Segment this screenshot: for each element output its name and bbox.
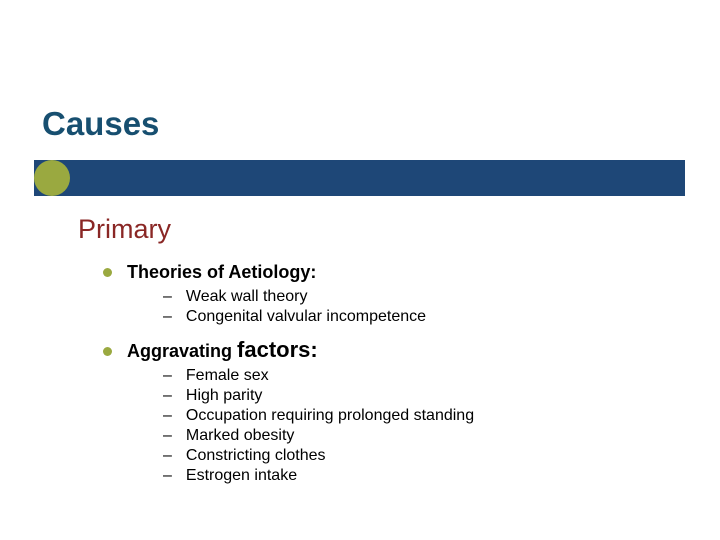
section-heading-aggravating: Aggravating factors:	[103, 337, 318, 363]
dash-icon: –	[163, 367, 172, 384]
heading-text-b: factors:	[237, 337, 318, 362]
dash-icon: –	[163, 387, 172, 404]
item-text: Occupation requiring prolonged standing	[186, 407, 474, 424]
list-item: –Congenital valvular incompetence	[163, 308, 426, 326]
section-heading-aetiology: Theories of Aetiology:	[103, 262, 316, 283]
item-text: Estrogen intake	[186, 467, 297, 484]
list-item: –Occupation requiring prolonged standing	[163, 407, 474, 425]
list-item: –Estrogen intake	[163, 467, 297, 485]
dash-icon: –	[163, 288, 172, 305]
bullet-icon	[103, 347, 112, 356]
slide-title: Causes	[42, 105, 159, 143]
item-text: Marked obesity	[186, 427, 295, 444]
dash-icon: –	[163, 308, 172, 325]
item-text: Constricting clothes	[186, 447, 326, 464]
dash-icon: –	[163, 407, 172, 424]
slide: Causes Primary Theories of Aetiology: –W…	[0, 0, 720, 540]
slide-subtitle: Primary	[78, 214, 171, 245]
list-item: –Marked obesity	[163, 427, 294, 445]
dash-icon: –	[163, 467, 172, 484]
item-text: Weak wall theory	[186, 288, 308, 305]
heading-text-a: Aggravating	[127, 341, 237, 361]
item-text: Congenital valvular incompetence	[186, 308, 426, 325]
accent-bar	[34, 160, 685, 196]
list-item: –Weak wall theory	[163, 288, 307, 306]
accent-circle-icon	[34, 160, 70, 196]
dash-icon: –	[163, 447, 172, 464]
list-item: –Female sex	[163, 367, 269, 385]
dash-icon: –	[163, 427, 172, 444]
list-item: –Constricting clothes	[163, 447, 326, 465]
item-text: High parity	[186, 387, 262, 404]
heading-text: Theories of Aetiology:	[127, 262, 316, 282]
bullet-icon	[103, 268, 112, 277]
item-text: Female sex	[186, 367, 269, 384]
list-item: –High parity	[163, 387, 262, 405]
